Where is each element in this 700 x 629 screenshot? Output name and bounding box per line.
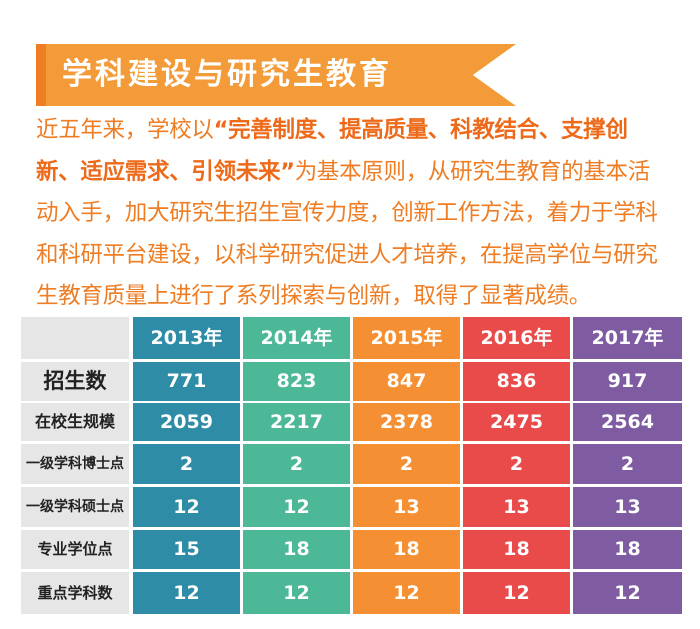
table-cell-value: 2564 — [573, 403, 682, 441]
intro-text-end: 为基本原则，从研究生教育的基本活动入手，加大研究生招生宣传力度，创新工作方法，着… — [36, 158, 658, 310]
table-cell-value: 847 — [353, 362, 460, 401]
table-cell-value: 917 — [573, 362, 682, 401]
table-cell-value: 2 — [573, 444, 682, 484]
row-label: 招生数 — [21, 362, 129, 401]
row-label: 一级学科硕士点 — [21, 487, 129, 527]
table-cell-value: 771 — [133, 362, 240, 401]
table-corner-cell — [21, 317, 129, 359]
table-cell-value: 2 — [353, 444, 460, 484]
table-cell-value: 2475 — [463, 403, 570, 441]
table-cell-value: 2378 — [353, 403, 460, 441]
table-cell-value: 12 — [243, 572, 350, 614]
table-cell-value: 13 — [353, 487, 460, 527]
column-header: 2014年 — [243, 317, 350, 359]
intro-text-start: 近五年来，学校以 — [36, 117, 214, 143]
table-cell-value: 12 — [353, 572, 460, 614]
table-cell-value: 2 — [243, 444, 350, 484]
column-header: 2017年 — [573, 317, 682, 359]
table-cell-value: 18 — [573, 530, 682, 569]
column-header: 2015年 — [353, 317, 460, 359]
table-cell-value: 13 — [463, 487, 570, 527]
table-cell-value: 823 — [243, 362, 350, 401]
table-cell-value: 12 — [133, 487, 240, 527]
table-cell-value: 2 — [133, 444, 240, 484]
row-label: 重点学科数 — [21, 572, 129, 614]
table-cell-value: 15 — [133, 530, 240, 569]
table-cell-value: 12 — [243, 487, 350, 527]
table-cell-value: 12 — [133, 572, 240, 614]
banner-accent-strip — [36, 44, 46, 106]
table-cell-value: 12 — [573, 572, 682, 614]
table-cell-value: 836 — [463, 362, 570, 401]
column-header: 2016年 — [463, 317, 570, 359]
table-cell-value: 2217 — [243, 403, 350, 441]
row-label: 在校生规模 — [21, 403, 129, 441]
table-cell-value: 12 — [463, 572, 570, 614]
table-cell-value: 18 — [463, 530, 570, 569]
row-label: 一级学科博士点 — [21, 444, 129, 484]
row-label: 专业学位点 — [21, 530, 129, 569]
table-cell-value: 2 — [463, 444, 570, 484]
title-banner: 学科建设与研究生教育 — [36, 44, 516, 106]
intro-paragraph: 近五年来，学校以“完善制度、提高质量、科教结合、支撑创新、适应需求、引领未来”为… — [36, 110, 658, 318]
column-header: 2013年 — [133, 317, 240, 359]
table-cell-value: 13 — [573, 487, 682, 527]
page-title: 学科建设与研究生教育 — [62, 57, 392, 92]
table-cell-value: 18 — [353, 530, 460, 569]
intro-principles: “完善制度、提高质量、科教结合、支撑创新、适应需求、引领未来” — [36, 117, 628, 185]
table-cell-value: 2059 — [133, 403, 240, 441]
table-cell-value: 18 — [243, 530, 350, 569]
